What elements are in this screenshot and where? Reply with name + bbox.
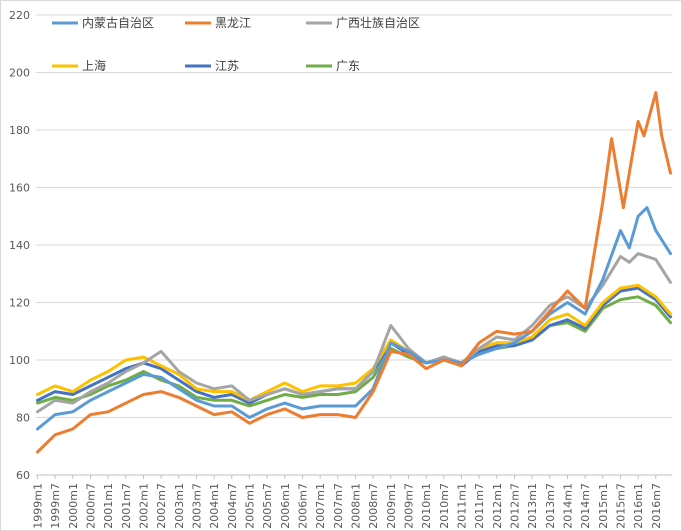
- x-tick-label: 2015m1: [597, 483, 610, 529]
- x-tick-label: 2005m1: [243, 483, 256, 529]
- x-tick-label: 1999m7: [49, 483, 62, 529]
- series-line: [36, 283, 672, 402]
- x-tick-label: 1999m1: [31, 483, 44, 529]
- y-tick-label: 200: [9, 67, 30, 80]
- x-tick-label: 2005m7: [261, 483, 274, 529]
- series-line: [36, 91, 672, 454]
- y-tick-label: 180: [9, 124, 30, 137]
- x-tick-label: 2010m7: [438, 483, 451, 529]
- x-tick-label: 2004m7: [226, 483, 239, 529]
- x-tick-label: 2006m7: [296, 483, 309, 529]
- y-tick-label: 60: [16, 469, 30, 482]
- legend-label: 广西壮族自治区: [336, 16, 420, 30]
- legend-label: 内蒙古自治区: [82, 15, 154, 30]
- legend-label: 上海: [82, 58, 106, 73]
- y-tick-label: 120: [9, 297, 30, 310]
- x-tick-label: 2016m1: [632, 483, 645, 529]
- x-tick-label: 2011m7: [473, 483, 486, 529]
- x-tick-label: 2006m1: [279, 483, 292, 529]
- x-tick-label: 2009m7: [402, 483, 415, 529]
- y-tick-label: 80: [16, 412, 30, 425]
- y-tick-label: 160: [9, 182, 30, 195]
- x-tick-label: 2003m7: [190, 483, 203, 529]
- y-tick-label: 140: [9, 239, 30, 252]
- x-tick-label: 2009m1: [385, 483, 398, 529]
- x-tick-label: 2008m7: [367, 483, 380, 529]
- x-tick-label: 2002m1: [137, 483, 150, 529]
- y-tick-label: 100: [9, 354, 30, 367]
- x-tick-label: 2014m1: [561, 483, 574, 529]
- x-tick-label: 2013m7: [544, 483, 557, 529]
- x-tick-label: 2013m1: [526, 483, 539, 529]
- legend-label: 黑龙江: [215, 16, 251, 30]
- series-line: [36, 295, 672, 408]
- legend-label: 江苏: [215, 59, 239, 73]
- x-tick-label: 2001m1: [102, 483, 115, 529]
- x-tick-label: 2010m1: [420, 483, 433, 529]
- x-tick-label: 2000m7: [84, 483, 97, 529]
- x-tick-label: 2008m1: [349, 483, 362, 529]
- y-tick-label: 220: [9, 9, 30, 22]
- x-tick-label: 2011m1: [455, 483, 468, 529]
- x-tick-label: 2007m7: [332, 483, 345, 529]
- x-tick-label: 2001m7: [120, 483, 133, 529]
- x-tick-label: 2007m1: [314, 483, 327, 529]
- x-tick-label: 2012m1: [491, 483, 504, 529]
- x-tick-label: 2016m7: [650, 483, 663, 529]
- series-line: [36, 252, 672, 414]
- series-line: [36, 286, 672, 405]
- x-tick-label: 2012m7: [508, 483, 521, 529]
- x-tick-label: 2000m1: [67, 483, 80, 529]
- x-tick-label: 2014m7: [579, 483, 592, 529]
- x-tick-label: 2002m7: [155, 483, 168, 529]
- x-tick-label: 2003m1: [173, 483, 186, 529]
- legend-label: 广东: [336, 59, 360, 73]
- x-tick-label: 2004m1: [208, 483, 221, 529]
- x-tick-label: 2015m7: [614, 483, 627, 529]
